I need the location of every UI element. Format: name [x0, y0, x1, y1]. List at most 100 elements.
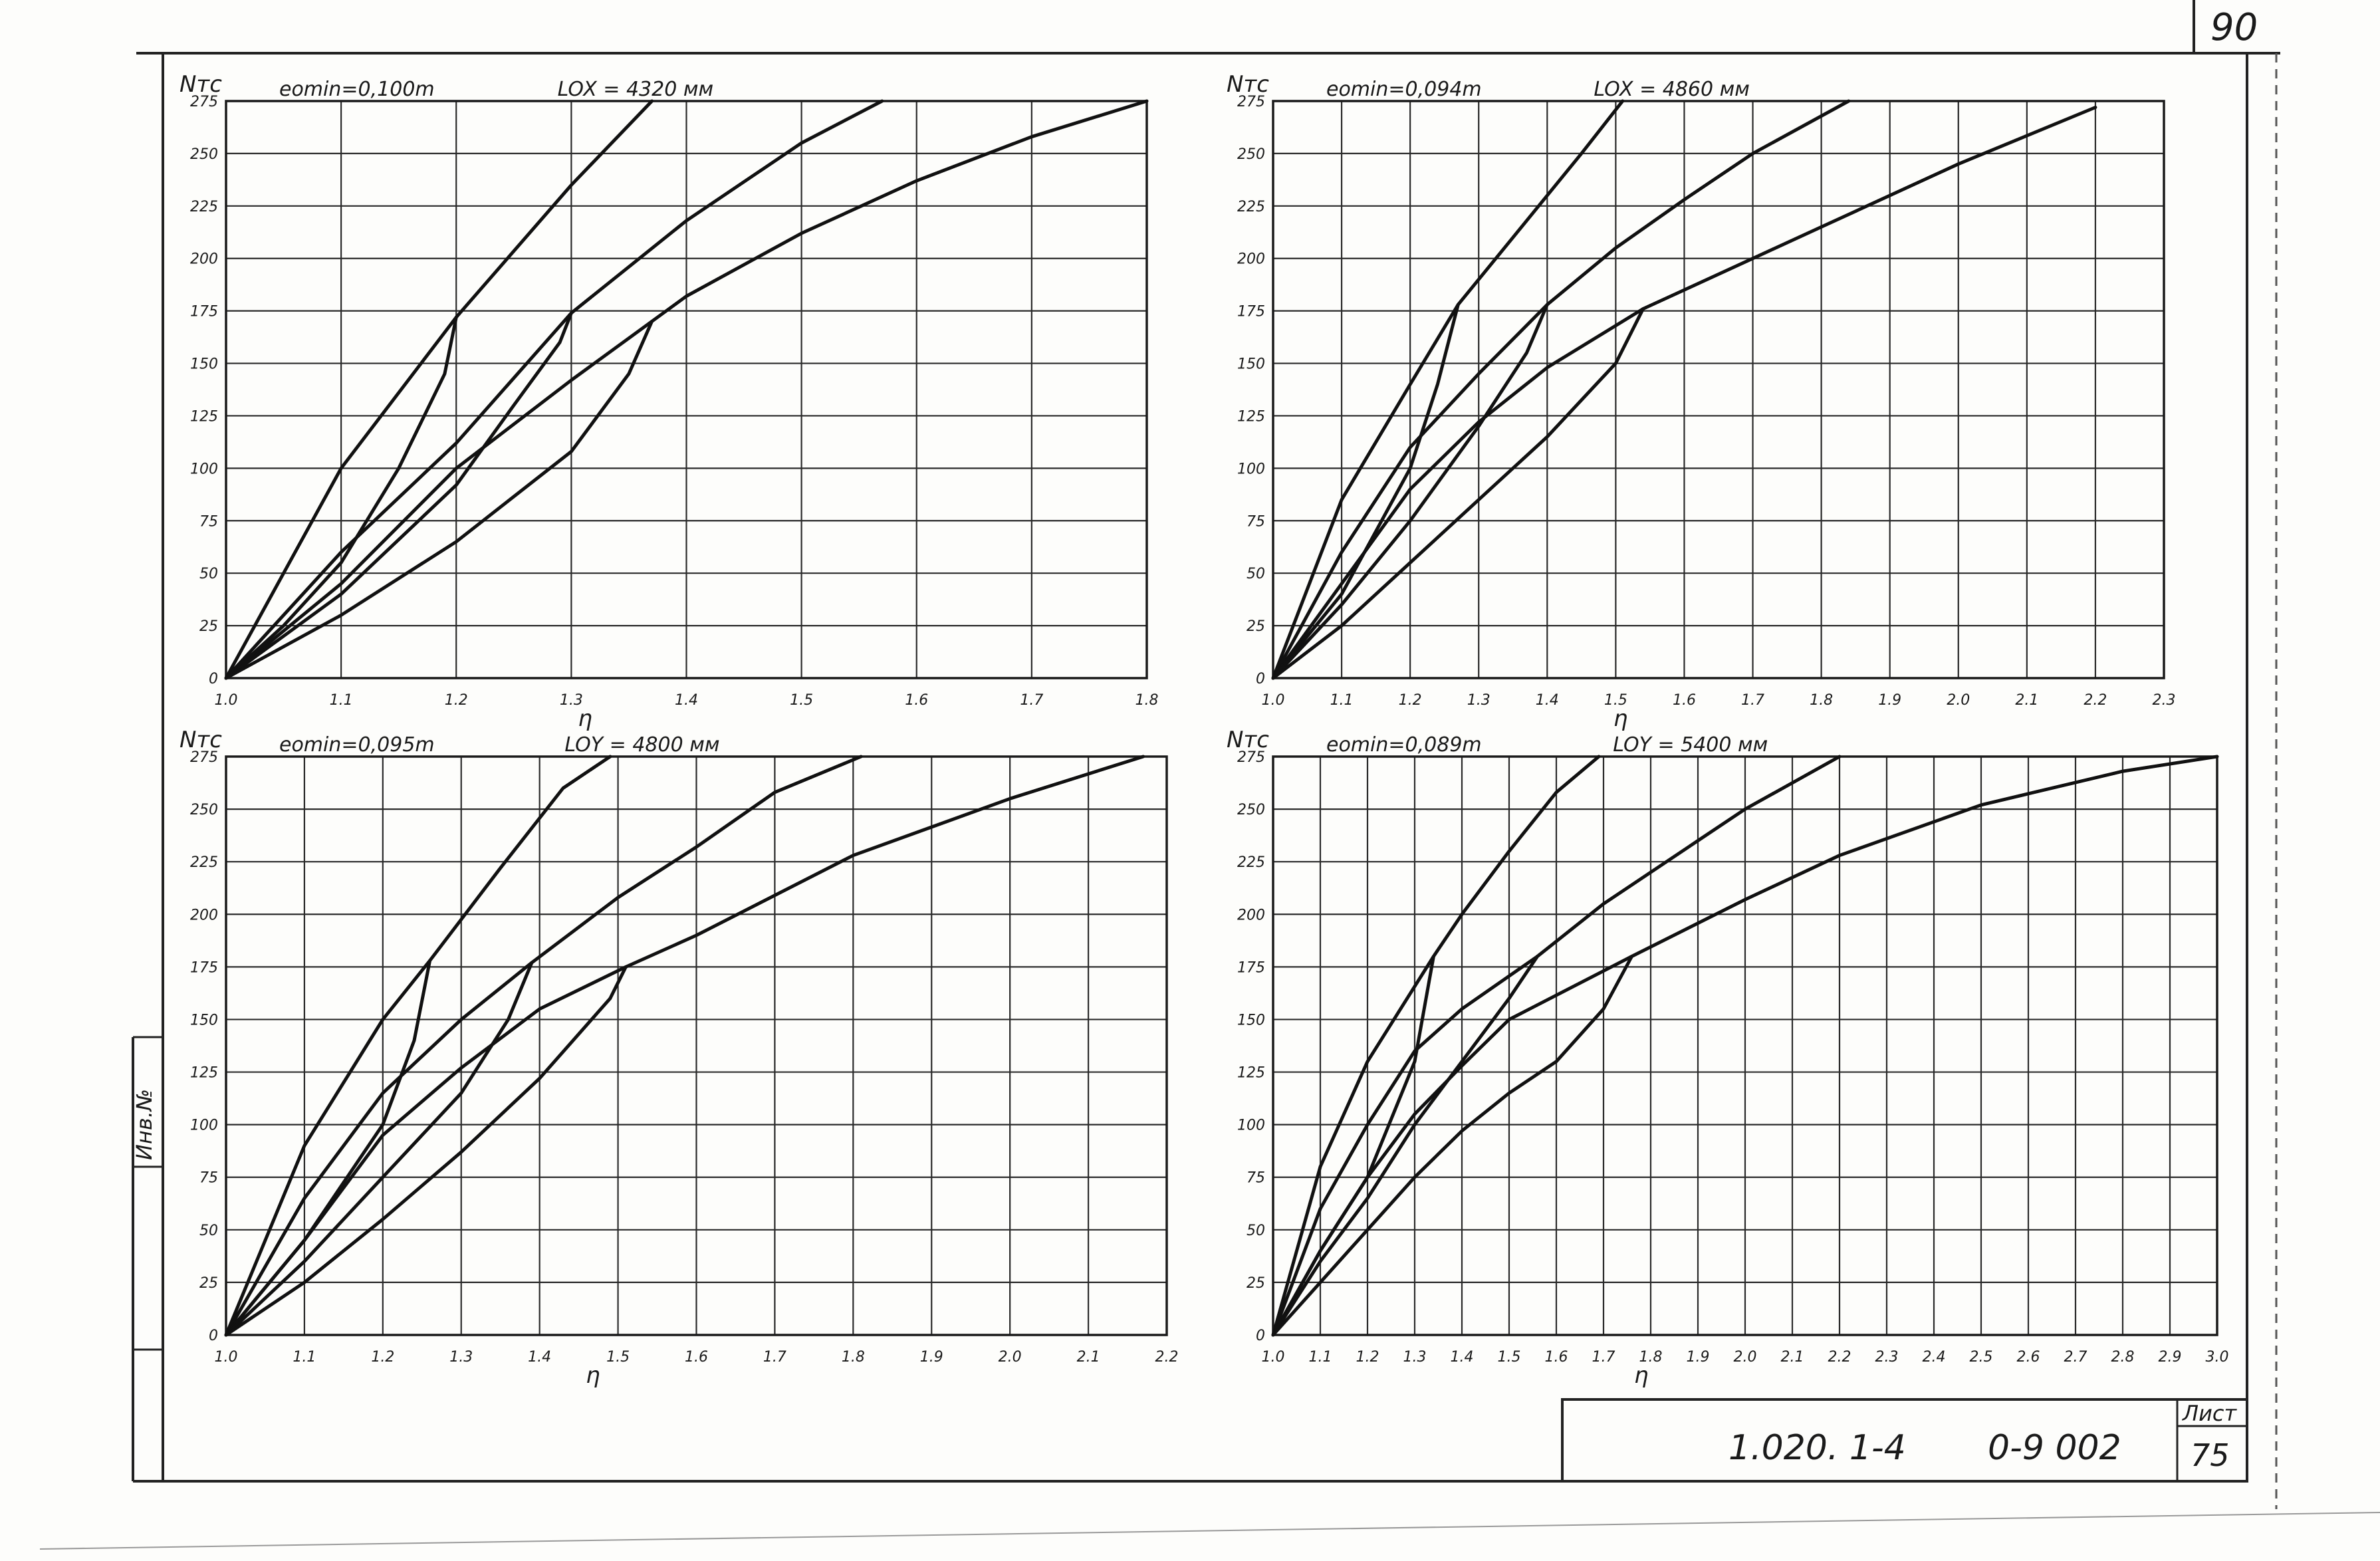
x-tick-label: 1.0	[1262, 1349, 1285, 1366]
y-tick-label: 225	[1237, 854, 1265, 871]
chart-panel-top-right: 1.0 1.1 1.2 1.3 1.4 1.5 1.6 1.7 1.8 1.9 2.0 2.1 2.2 2…	[1227, 71, 2176, 732]
x-tick-label: 1.3	[1403, 1349, 1427, 1366]
series-line-1	[224, 755, 612, 1337]
y-tick-label: 125	[1237, 408, 1265, 425]
y-tick-label: 25	[199, 1275, 218, 1292]
y-tick-label: 175	[1237, 304, 1265, 320]
x-tick-label: 2.2	[1155, 1349, 1179, 1366]
series-line-5	[1271, 302, 1549, 680]
x-tick-label: 1.5	[790, 692, 813, 709]
y-tick-label: 225	[190, 854, 218, 871]
y-tick-label: 150	[1237, 1012, 1265, 1028]
x-tick-label: 1.4	[528, 1349, 551, 1366]
series-line-1	[224, 99, 654, 680]
y-tick-label: 150	[190, 1012, 218, 1028]
plot-frame	[225, 100, 1148, 679]
x-tick-label: 1.9	[1687, 1349, 1710, 1366]
plot-frame	[225, 755, 1168, 1336]
y-tick-label: 0	[1256, 671, 1265, 687]
x-tick-label: 1.5	[1498, 1349, 1521, 1366]
x-tick-label: 1.4	[1451, 1349, 1474, 1366]
y-tick-label: 225	[190, 199, 218, 215]
x-tick-label: 1.8	[842, 1349, 865, 1366]
y-tick-label: 125	[190, 408, 218, 425]
x-tick-label: 2.3	[1875, 1349, 1899, 1366]
y-tick-label: 75	[199, 513, 218, 530]
y-tick-label: 50	[199, 1223, 218, 1239]
y-tick-label: 275	[1237, 94, 1265, 110]
x-tick-label: 2.2	[1828, 1349, 1851, 1366]
y-tick-label: 0	[209, 671, 218, 687]
series-line-2	[224, 99, 884, 680]
x-tick-label: 2.0	[999, 1349, 1022, 1366]
y-tick-label: 0	[209, 1328, 218, 1344]
x-tick-label: 2.6	[2017, 1349, 2040, 1366]
y-tick-label: 175	[190, 304, 218, 320]
doc-code: 1.020. 1-4	[1728, 1428, 1906, 1468]
y-tick-label: 200	[1237, 907, 1265, 923]
x-tick-label: 2.4	[1923, 1349, 1946, 1366]
x-tick-label: 1.7	[1741, 692, 1764, 709]
series-line-2	[1271, 99, 1851, 680]
x-tick-label: 2.7	[2064, 1349, 2087, 1366]
series-line-4	[224, 959, 432, 1337]
series-line-1	[1271, 755, 1601, 1337]
y-tick-label: 250	[190, 146, 218, 163]
x-tick-label: 1.1	[1330, 692, 1354, 709]
series-line-3	[224, 755, 1145, 1337]
x-tick-label: 1.2	[1356, 1349, 1379, 1366]
chart-panel-bottom-left: 1.0 1.1 1.2 1.3 1.4 1.5 1.6 1.7 1.8 1.9 2.0 2.1 2.2 0…	[179, 727, 1179, 1389]
series-line-4	[1271, 955, 1435, 1337]
x-tick-label: 2.8	[2111, 1349, 2135, 1366]
y-axis-label: Nтс	[179, 71, 222, 98]
y-tick-label: 75	[199, 1170, 218, 1187]
y-tick-label: 125	[1237, 1065, 1265, 1082]
x-tick-label: 2.1	[1781, 1349, 1804, 1366]
y-tick-label: 75	[1247, 1170, 1265, 1187]
y-tick-label: 25	[1247, 1275, 1265, 1292]
sheet-label: Лист	[2182, 1401, 2237, 1426]
y-tick-label: 0	[1256, 1328, 1265, 1344]
x-tick-label: 1.2	[445, 692, 468, 709]
param-eomin-label: eomin=0,089m	[1326, 733, 1482, 757]
x-tick-label: 1.7	[763, 1349, 786, 1366]
y-tick-label: 200	[190, 251, 218, 268]
x-tick-label: 1.3	[1467, 692, 1490, 709]
x-tick-label: 2.9	[2159, 1349, 2182, 1366]
y-tick-label: 250	[190, 802, 218, 818]
sheet-frame	[39, 0, 2380, 1550]
series-line-4	[1271, 302, 1460, 680]
x-tick-label: 1.9	[920, 1349, 943, 1366]
y-tick-label: 100	[1237, 461, 1265, 477]
y-tick-label: 275	[190, 749, 218, 766]
y-axis-label: Nтс	[179, 727, 222, 753]
y-tick-label: 250	[1237, 146, 1265, 163]
y-tick-label: 100	[1237, 1118, 1265, 1134]
x-tick-label: 1.1	[1309, 1349, 1332, 1366]
y-axis-label: Nтс	[1227, 71, 1269, 98]
series-line-3	[224, 99, 1149, 680]
x-tick-label: 1.3	[560, 692, 583, 709]
x-tick-label: 2.1	[2015, 692, 2038, 709]
y-tick-label: 175	[1237, 959, 1265, 976]
y-tick-label: 100	[190, 1118, 218, 1134]
x-tick-label: 1.8	[1639, 1349, 1663, 1366]
plot-frame	[1272, 100, 2165, 679]
x-tick-label: 3.0	[2206, 1349, 2229, 1366]
x-tick-label: 1.6	[685, 1349, 708, 1366]
y-tick-label: 200	[1237, 251, 1265, 268]
x-axis-label: η	[1634, 1362, 1649, 1389]
y-tick-label: 25	[1247, 618, 1265, 635]
param-eomin-label: eomin=0,100m	[279, 78, 435, 101]
x-tick-label: 1.1	[330, 692, 353, 709]
x-tick-label: 2.2	[2083, 692, 2107, 709]
x-tick-label: 1.1	[293, 1349, 316, 1366]
y-tick-label: 200	[190, 907, 218, 923]
y-tick-label: 250	[1237, 802, 1265, 818]
series-line-5	[224, 311, 573, 680]
x-tick-label: 1.0	[215, 692, 238, 709]
x-tick-label: 1.5	[606, 1349, 630, 1366]
y-tick-label: 150	[190, 356, 218, 373]
x-tick-label: 1.6	[1673, 692, 1696, 709]
title-block: 1.020. 1-4 0-9 002 Лист 75	[1561, 1398, 2248, 1483]
